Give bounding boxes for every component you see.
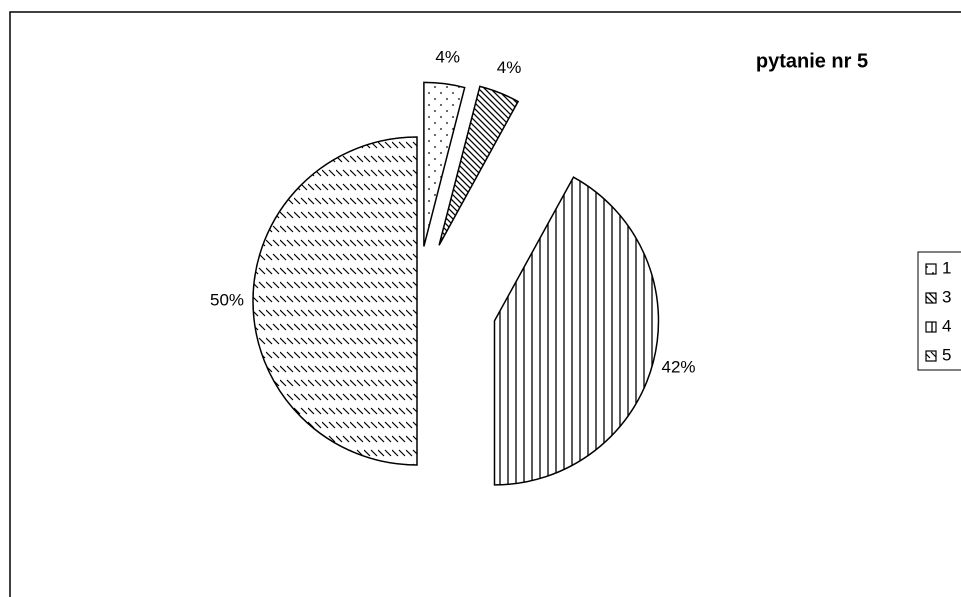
chart-title: pytanie nr 5 — [756, 50, 868, 72]
legend-label: 3 — [942, 287, 951, 306]
legend-label: 5 — [942, 345, 951, 364]
data-label: 42% — [662, 358, 696, 377]
pie-slice — [252, 136, 418, 466]
legend-swatch — [925, 263, 937, 275]
legend-swatch — [925, 292, 937, 304]
legend-label: 4 — [942, 316, 951, 335]
pie-slice — [493, 176, 660, 486]
legend-box — [917, 251, 961, 371]
data-label: 4% — [435, 47, 460, 66]
pie-slice — [438, 85, 520, 246]
data-label: 4% — [497, 58, 522, 77]
legend-swatch — [925, 321, 937, 333]
legend-label: 1 — [942, 258, 951, 277]
pie-slice — [423, 81, 466, 247]
legend-swatch — [925, 350, 937, 362]
chart-frame — [9, 11, 961, 597]
data-label: 50% — [210, 290, 244, 309]
